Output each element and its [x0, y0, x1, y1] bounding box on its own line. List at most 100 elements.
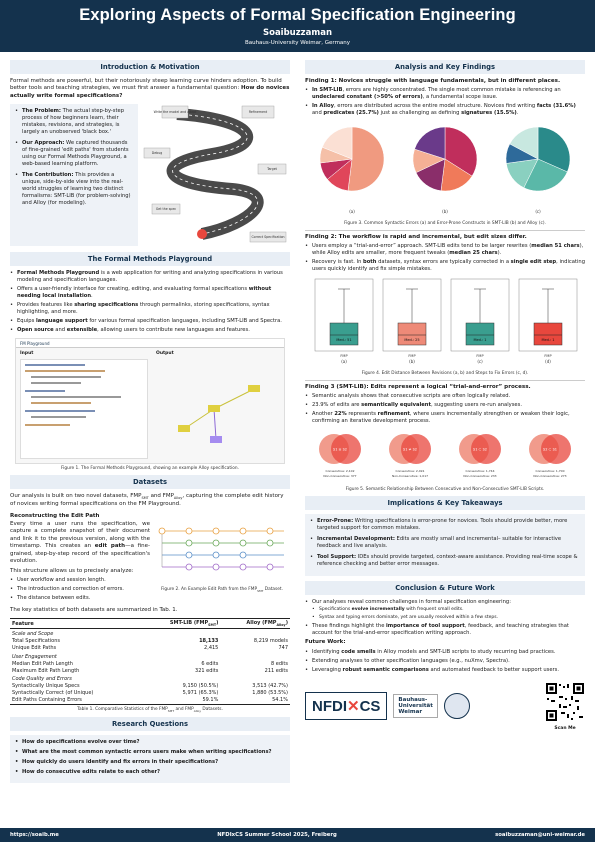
- venn-label: S1 ⊂ S2: [473, 448, 487, 452]
- footer-website-link[interactable]: https://soaib.me: [10, 832, 59, 838]
- qr-code-icon[interactable]: [545, 681, 585, 722]
- finding1-list: In SMT-LIB, errors are highly concentrat…: [305, 87, 585, 117]
- conclusion-item: These findings highlight the importance …: [305, 623, 585, 637]
- logo-row: NFDI✕CS Bauhaus- Universität Weimar Scan…: [305, 681, 585, 731]
- analysis-section-title: Analysis and Key Findings: [305, 60, 585, 74]
- table-row: Median Edit Path Length 6 edits 8 edits: [12, 660, 288, 667]
- finding1-title: Finding 1: Novices struggle with languag…: [305, 78, 561, 84]
- finding2-item: Users employ a “trial-and-error” approac…: [305, 243, 585, 257]
- question-item: How do specifications evolve over time?: [15, 739, 285, 746]
- boxplot-panel-label: (a): [341, 359, 347, 364]
- finding3-item: 23.9% of edits are semantically equivale…: [305, 402, 585, 409]
- finding3-item: Another 22% represents refinement, where…: [305, 411, 585, 425]
- road-sign-3: [143, 148, 171, 159]
- road-label-3: Debug: [152, 151, 162, 155]
- boxplot-xlabel: FMP: [476, 354, 483, 358]
- question-item: What are the most common syntactic error…: [15, 749, 285, 756]
- boxplot-xlabel: FMP: [408, 354, 415, 358]
- implication-item: Tool Support: IDEs should provide target…: [310, 554, 580, 568]
- learning-road-illustration: Write the model and adapt Refinement Deb…: [143, 106, 287, 243]
- intro-bullets: The Problem: The actual step-by-step pro…: [10, 104, 138, 247]
- playground-item: Formal Methods Playground is a web appli…: [10, 270, 290, 284]
- figure1-caption: Figure 1. The Formal Methods Playground,…: [61, 466, 239, 472]
- future-item: Identifying code smells in Alloy models …: [305, 649, 585, 656]
- boxplot-median-label: Med.: 25: [404, 338, 419, 342]
- road-sign-2: [241, 106, 275, 119]
- table-intro: The key statistics of both datasets are …: [10, 607, 178, 614]
- table-header: Alloy (FMPAlloy): [220, 618, 290, 630]
- venn-nonconsecutive-count: Non-Consecutive: 377: [323, 474, 356, 478]
- venn-consecutive-count: Consecutive: 2,491: [396, 469, 425, 473]
- figure3-caption: Figure 3. Common Syntactic Errors (a) an…: [344, 221, 546, 227]
- venn-circle-nonconsecutive: [541, 434, 571, 465]
- finding3-title: Finding 3 (SMT-LIB): Edits represent a l…: [305, 384, 531, 391]
- table-row: Edit Paths Containing Errors 59.1% 54.1%: [10, 696, 290, 705]
- venn-consecutive-count: Consecutive: 1,744: [466, 469, 495, 473]
- poster-title: Exploring Aspects of Formal Specificatio…: [79, 6, 516, 24]
- playground-section-title: The Formal Methods Playground: [10, 252, 290, 267]
- table-header: Feature: [10, 618, 141, 630]
- venn-label: S1 ≡ S2: [333, 448, 347, 452]
- analyze-item: The distance between edits.: [10, 595, 150, 602]
- playground-item: Offers a user-friendly interface for cre…: [10, 286, 290, 300]
- playground-item: Open source and extensible, allowing use…: [10, 327, 290, 334]
- intro-body: The Problem: The actual step-by-step pro…: [10, 104, 290, 247]
- code-lines: [25, 364, 121, 427]
- figure4-caption: Figure 4. Edit Distance Between Revision…: [361, 371, 529, 377]
- boxplot-panel-label: (c): [477, 359, 483, 364]
- road-centerline: [172, 113, 258, 235]
- question-item: How quickly do users identify and fix er…: [15, 759, 285, 766]
- implications-box: Error-Prone: Writing specifications is e…: [305, 514, 585, 577]
- figure5-caption: Figure 5. Semantic Relationship Between …: [345, 487, 545, 493]
- boxplot-box: [397, 322, 427, 346]
- question-item: How do consecutive edits relate to each …: [15, 769, 285, 776]
- graph-node: [208, 405, 220, 413]
- conclusion-list: Our analyses reveal common challenges in…: [305, 599, 585, 637]
- intro-text: Formal methods are powerful, but their n…: [10, 78, 290, 99]
- datasets-section-title: Datasets: [10, 475, 290, 490]
- road-label-4: Target: [266, 167, 278, 171]
- nfdi-logo: NFDI✕CS: [305, 692, 388, 721]
- edit-path-text: Every time a user runs the specification…: [10, 521, 150, 604]
- approach-item: Our Approach: We captured thousands of f…: [15, 140, 133, 168]
- code-editor[interactable]: [20, 359, 148, 460]
- finding2-title: Finding 2: The workflow is rapid and inc…: [305, 234, 527, 241]
- table-group: User Engagement: [12, 653, 57, 660]
- venn-label: S1 ≠ S2: [403, 448, 417, 452]
- venn-consecutive-count: Consecutive: 1,700: [536, 469, 565, 473]
- table-row: Maximum Edit Path Length 321 edits 211 edi…: [12, 667, 288, 674]
- implication-item: Incremental Development: Edits are mostl…: [310, 536, 580, 550]
- footer-email-link[interactable]: soaibuzzaman@uni-weimar.de: [495, 832, 585, 838]
- future-item: Extending analyses to other specificatio…: [305, 658, 585, 665]
- pie-label: (b): [442, 209, 448, 214]
- divider: [305, 230, 585, 232]
- pie-slice: [347, 126, 385, 192]
- graph-node: [178, 425, 190, 433]
- datasets-intro: Our analysis is built on two novel datas…: [10, 493, 284, 508]
- poster-footer: https://soaib.me NFDIxCS Summer School 2…: [0, 828, 595, 842]
- boxplot-median-label: Med.: 1: [473, 338, 486, 342]
- qr-block[interactable]: Scan Me: [545, 681, 585, 731]
- analyze-item: The introduction and correction of error…: [10, 586, 150, 593]
- playground-screenshot: FM Playground Input Output: [15, 338, 285, 465]
- boxplot-xlabel: FMP: [340, 354, 347, 358]
- playground-item: Provides features like sharing specifica…: [10, 302, 290, 316]
- road-sign-6: [249, 232, 287, 243]
- venn-nonconsecutive-count: Non-Consecutive: 233: [463, 474, 496, 478]
- road-label-2: Refinement: [249, 110, 268, 114]
- right-column: Analysis and Key Findings Finding 1: Nov…: [305, 60, 585, 731]
- finding2-list: Users employ a “trial-and-error” approac…: [305, 243, 585, 273]
- finding2-item: Recovery is fast. In both datasets, synt…: [305, 259, 585, 273]
- analyze-item: User workflow and session length.: [10, 577, 150, 584]
- institution-seal: [443, 693, 470, 720]
- questions-box: How do specifications evolve over time? …: [10, 734, 290, 783]
- future-item: Leveraging robust semantic comparisons a…: [305, 667, 585, 674]
- output-tab: Output: [156, 351, 174, 357]
- venn-circle-nonconsecutive: [331, 434, 361, 465]
- venn-circle-nonconsecutive: [401, 434, 431, 465]
- questions-section-title: Research Questions: [10, 716, 290, 731]
- conclusion-section-title: Conclusion & Future Work: [305, 581, 585, 596]
- pie-slice: [414, 126, 446, 160]
- author-name: Soaibuzzaman: [262, 28, 333, 38]
